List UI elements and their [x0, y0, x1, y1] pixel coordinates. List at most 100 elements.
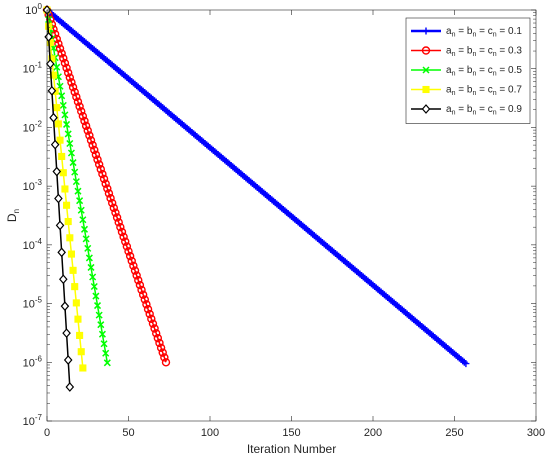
- series-2-point-58: [137, 285, 146, 295]
- series-4-point-14: [66, 234, 74, 242]
- series-4-point-22: [79, 364, 87, 372]
- series-2-point-70: [156, 343, 166, 353]
- series-2-point-11: [60, 58, 70, 68]
- series-3-point-9: [58, 92, 66, 100]
- series-4-point-13: [64, 217, 72, 226]
- series-2-point-21: [77, 107, 86, 116]
- series-2-point-24: [81, 121, 91, 131]
- series-2-point-7: [54, 39, 63, 48]
- series-2-point-57: [135, 280, 145, 290]
- series-1-point-257: [462, 360, 470, 368]
- series-5-point-14: [65, 382, 75, 392]
- series-2-point-61: [142, 300, 151, 309]
- series-5-point-10: [59, 274, 68, 285]
- series-4-point-9: [58, 152, 66, 160]
- ticks-layer: 0 50 100 150 200 250 300 100 10-1 10-2 10-3 10-4 10-…: [23, 2, 546, 439]
- series-2-point-32: [94, 160, 104, 169]
- series-2-point-41: [109, 203, 119, 213]
- legend-label-4: an = bn = cn = 0.7: [446, 85, 522, 98]
- series-2-point-18: [72, 92, 81, 102]
- series-2-point-44: [114, 218, 123, 227]
- y-tick-label-2: 10-2: [23, 119, 43, 134]
- series-4-point-20: [76, 331, 84, 339]
- series-3-point-37: [103, 359, 111, 367]
- series-2-point-15: [67, 78, 76, 87]
- series-3-point-13: [64, 130, 72, 138]
- series-5-point-2: [45, 58, 55, 69]
- legend-label-5: an = bn = cn = 0.9: [446, 104, 522, 117]
- series-3-point-35: [100, 340, 108, 348]
- series-5-point-7: [54, 193, 63, 204]
- series-2-point-27: [86, 136, 96, 145]
- series-2-point-64: [147, 314, 156, 324]
- y-tick-label-4: 10-4: [23, 237, 43, 252]
- legend-marker-5: [421, 104, 431, 114]
- series-2-point-51: [125, 251, 135, 261]
- series-2-point-8: [55, 44, 65, 53]
- series-2-point-35: [99, 174, 109, 184]
- series-2-point-50: [124, 247, 133, 256]
- series-2-point-13: [63, 68, 73, 77]
- series-2-point-68: [153, 333, 163, 343]
- series-2-point-17: [70, 87, 79, 97]
- series-4-point-8: [56, 136, 64, 144]
- series-4-point-6: [53, 104, 61, 112]
- series-3-point-25: [84, 244, 92, 252]
- series-2-point-56: [134, 276, 143, 285]
- legend: an = bn = cn = 0.1 an = bn = cn = 0.3 an =…: [405, 17, 531, 124]
- x-tick-label-1: 50: [122, 427, 134, 439]
- series-2-point-42: [111, 208, 120, 217]
- series-2-point-10: [59, 54, 68, 63]
- series-2-point-34: [98, 169, 107, 179]
- legend-label-2: an = bn = cn = 0.3: [446, 46, 522, 59]
- series-2-point-26: [85, 131, 94, 140]
- series-4-point-11: [61, 185, 69, 193]
- legend-entry-5: an = bn = cn = 0.9: [411, 104, 522, 117]
- series-2-point-49: [122, 242, 132, 251]
- series-2-point-20: [75, 102, 84, 111]
- legend-marker-1: [422, 27, 430, 35]
- series-4-point-16: [69, 266, 77, 274]
- series-3-point-30: [92, 292, 100, 300]
- series-2-point-71: [158, 348, 167, 357]
- series-4-point-10: [59, 169, 67, 177]
- series-3-point-26: [85, 254, 93, 262]
- series-2-point-39: [106, 194, 115, 203]
- legend-entry-4: an = bn = cn = 0.7: [411, 85, 522, 98]
- series-3-point-16: [69, 159, 77, 167]
- series-3-point-28: [89, 273, 97, 281]
- series-2-point-28: [88, 140, 97, 150]
- series-2-point-67: [152, 329, 161, 338]
- series-5-point-9: [57, 247, 66, 258]
- legend-marker-2: [421, 46, 431, 55]
- y-axis-label: Dn: [5, 209, 21, 222]
- y-axis-label-main: D: [5, 213, 19, 222]
- series-2-point-12: [62, 63, 71, 73]
- y-tick-label-0: 100: [25, 2, 42, 17]
- series-3-point-23: [80, 225, 89, 233]
- x-tick-label-6: 300: [527, 427, 545, 439]
- series-3-point-14: [66, 139, 74, 148]
- series-2-point-22: [78, 111, 88, 121]
- legend-marker-3: [422, 66, 430, 74]
- series-3-point-24: [82, 235, 90, 243]
- series-2-point-19: [73, 97, 83, 106]
- series-2-point-53: [129, 261, 138, 270]
- series-3-point-11: [61, 111, 69, 119]
- series-2-point-52: [127, 256, 136, 266]
- series-2-point-62: [143, 305, 153, 314]
- series-3-point-32: [95, 311, 103, 319]
- series-2-point-43: [112, 213, 122, 222]
- x-tick-label-4: 200: [364, 427, 382, 439]
- series-3-point-34: [98, 330, 106, 338]
- x-tick-label-3: 150: [282, 427, 300, 439]
- series-2-point-38: [104, 189, 114, 198]
- series-4-point-12: [63, 201, 71, 209]
- x-axis-label: Iteration Number: [247, 442, 336, 456]
- y-tick-label-1: 10-1: [23, 61, 43, 76]
- x-tick-label-2: 100: [201, 427, 219, 439]
- series-5-point-3: [47, 85, 57, 96]
- y-tick-label-5: 10-5: [23, 296, 43, 311]
- series-2-point-69: [155, 338, 164, 348]
- y-tick-label-7: 10-7: [23, 413, 43, 428]
